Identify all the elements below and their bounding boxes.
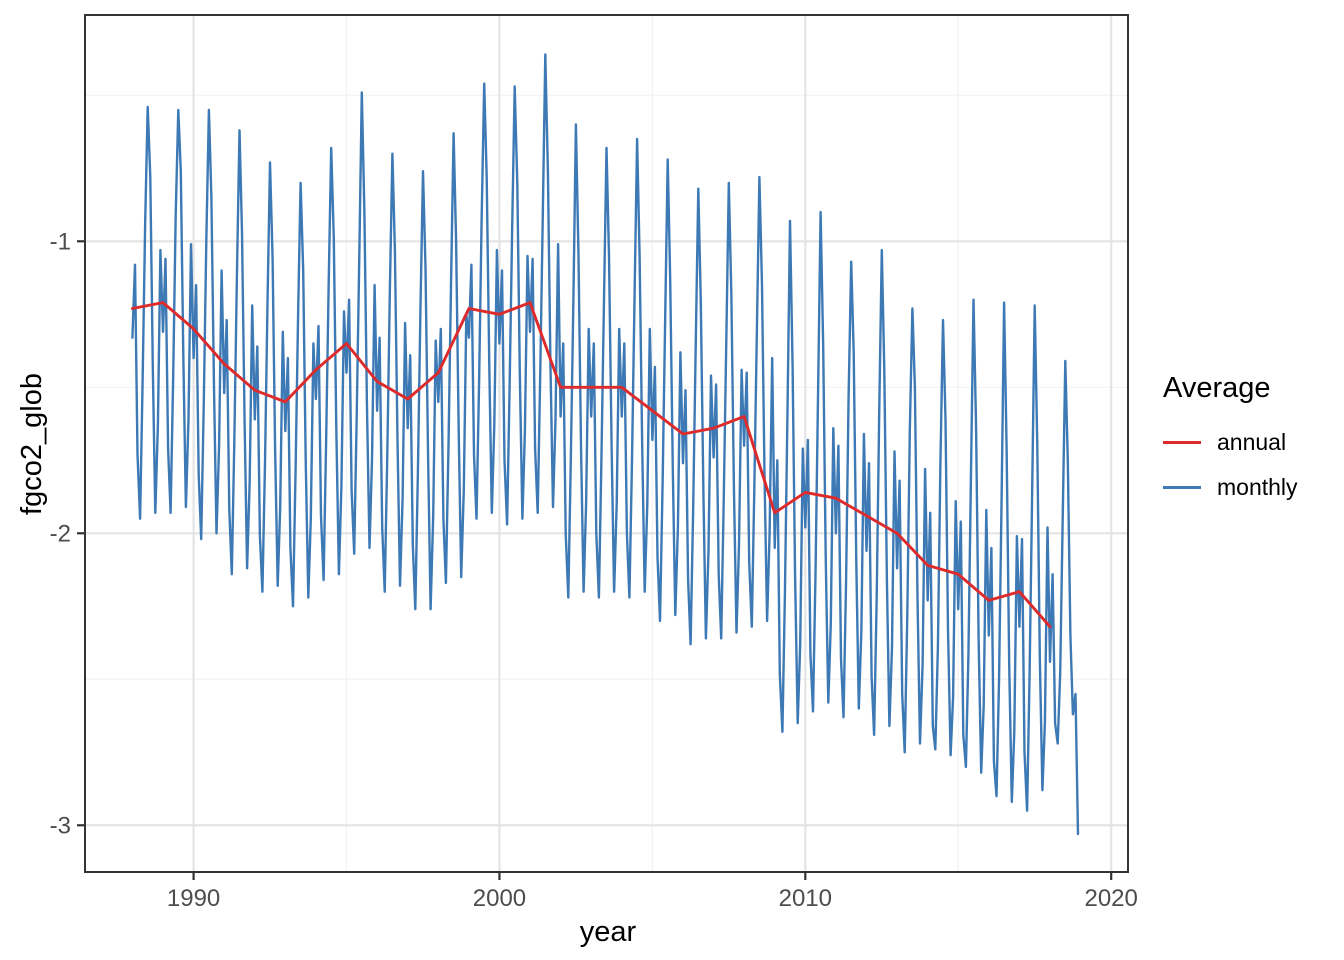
x-tick-label: 2010 [779,885,832,912]
panel-border [84,14,1129,873]
legend-entry-annual: annual [1163,420,1298,465]
legend-title: Average [1163,372,1271,404]
y-axis-title: fgco2_glob [16,373,48,515]
x-tick-label: 1990 [167,885,220,912]
x-tick-label: 2000 [473,885,526,912]
legend-label-annual: annual [1217,429,1287,455]
y-tick-label: -3 [50,812,71,839]
legend: Average annual monthly [1163,372,1298,510]
y-tick-label: -1 [50,228,71,255]
monthly-line-swatch-icon [1163,486,1201,489]
y-tick-label: -2 [50,520,71,547]
annual-line [130,301,1052,629]
annual-line-swatch-icon [1163,441,1201,444]
monthly-line [131,53,1080,836]
legend-label-monthly: monthly [1217,474,1298,500]
x-axis-title: year [579,916,637,948]
x-tick-label: 2020 [1084,885,1137,912]
legend-entry-monthly: monthly [1163,465,1298,510]
